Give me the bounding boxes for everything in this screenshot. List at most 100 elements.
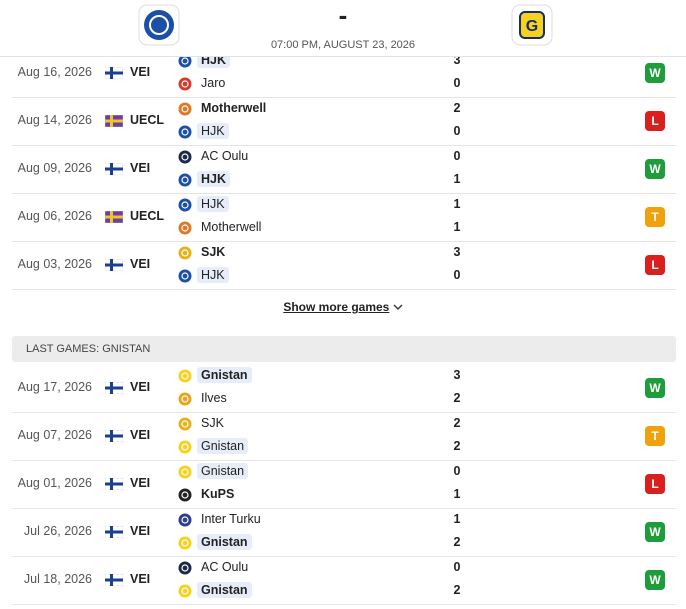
team-name: SJK <box>201 416 224 430</box>
team-name: HJK <box>197 267 229 283</box>
competition-flag <box>105 526 123 538</box>
team-name: Motherwell <box>201 220 262 234</box>
score: 0 <box>453 149 461 163</box>
score: 0 <box>453 268 461 282</box>
row-separator <box>12 145 676 146</box>
competition-flag <box>105 163 123 175</box>
result-badge: W <box>645 522 665 542</box>
score: 0 <box>453 464 461 478</box>
match-date: Aug 14, 2026 <box>17 113 92 127</box>
score: 3 <box>453 53 461 67</box>
result-badge: W <box>645 159 665 179</box>
match-date: Aug 09, 2026 <box>17 161 92 175</box>
team-name: AC Oulu <box>201 560 249 574</box>
chevron-icon <box>393 304 403 310</box>
row-separator <box>12 241 676 242</box>
competition-flag <box>105 259 123 271</box>
score-dash: - <box>338 0 348 30</box>
team-name: Motherwell <box>201 101 267 115</box>
team-name: Gnistan <box>197 463 249 479</box>
match-datetime: 07:00 PM, AUGUST 23, 2026 <box>270 39 416 51</box>
result-badge: L <box>645 474 665 494</box>
match-date: Jul 18, 2026 <box>23 572 92 586</box>
team-name: Jaro <box>201 76 226 90</box>
competition-flag <box>105 382 123 394</box>
score: 1 <box>453 487 461 501</box>
team-logo <box>178 513 192 527</box>
row-separator <box>12 193 676 194</box>
team-logo <box>178 246 192 260</box>
team-logo <box>178 54 192 68</box>
team-name: Gnistan <box>197 367 252 383</box>
score: 0 <box>453 124 461 138</box>
svg-text:G: G <box>526 18 538 35</box>
match-date: Aug 07, 2026 <box>17 428 92 442</box>
result-badge: L <box>645 255 665 275</box>
result-badge: W <box>645 570 665 590</box>
score: 1 <box>453 512 461 526</box>
row-separator <box>12 556 676 557</box>
competition: VEI <box>130 476 151 490</box>
competition: VEI <box>130 380 151 394</box>
result-badge: T <box>645 426 665 446</box>
team-name: Gnistan <box>197 582 252 598</box>
row-separator <box>12 508 676 509</box>
competition: VEI <box>130 257 151 271</box>
team-logo <box>178 102 192 116</box>
score: 2 <box>453 391 461 405</box>
away-logo: G <box>511 4 553 46</box>
team-name: Gnistan <box>197 438 249 454</box>
score: 3 <box>453 245 461 259</box>
competition-flag <box>105 574 123 586</box>
competition-flag <box>105 67 123 79</box>
team-name: HJK <box>197 196 229 212</box>
team-logo <box>178 584 192 598</box>
competition-flag <box>105 211 123 223</box>
team-name: Gnistan <box>197 534 252 550</box>
score: 0 <box>453 560 461 574</box>
team-logo <box>178 369 192 383</box>
score: 3 <box>453 368 461 382</box>
match-date: Aug 03, 2026 <box>17 257 92 271</box>
row-separator <box>12 289 676 290</box>
team-logo <box>178 173 192 187</box>
team-logo <box>178 465 192 479</box>
competition: VEI <box>130 428 151 442</box>
competition: VEI <box>130 161 151 175</box>
match-date: Aug 06, 2026 <box>17 209 92 223</box>
competition-flag <box>105 430 123 442</box>
team-logo <box>178 198 192 212</box>
team-name: AC Oulu <box>201 149 249 163</box>
team-name: HJK <box>197 123 229 139</box>
match-date: Aug 16, 2026 <box>17 65 92 79</box>
team-logo <box>178 536 192 550</box>
show-more-label[interactable]: Show more games <box>283 300 390 314</box>
score: 2 <box>453 583 461 597</box>
competition-flag <box>105 478 123 490</box>
show-more-button[interactable]: Show more games <box>0 300 686 314</box>
result-badge: W <box>645 378 665 398</box>
team-logo <box>178 150 192 164</box>
team-logo <box>178 417 192 431</box>
team-name: SJK <box>201 245 226 259</box>
team-logo <box>178 269 192 283</box>
score: 2 <box>453 416 461 430</box>
score: 1 <box>453 197 461 211</box>
match-date: Aug 01, 2026 <box>17 476 92 490</box>
result-badge: L <box>645 111 665 131</box>
competition: UECL <box>130 209 165 223</box>
result-badge: W <box>645 63 665 83</box>
score: 1 <box>453 220 461 234</box>
team-name: HJK <box>197 171 231 187</box>
team-logo <box>178 561 192 575</box>
competition: VEI <box>130 524 151 538</box>
score: 2 <box>453 535 461 549</box>
row-separator <box>12 412 676 413</box>
team-name: Ilves <box>201 391 227 405</box>
competition-flag <box>105 115 123 127</box>
competition: VEI <box>130 65 151 79</box>
team-logo <box>178 392 192 406</box>
score: 1 <box>453 172 461 186</box>
section-header: LAST GAMES: GNISTAN <box>12 336 676 362</box>
